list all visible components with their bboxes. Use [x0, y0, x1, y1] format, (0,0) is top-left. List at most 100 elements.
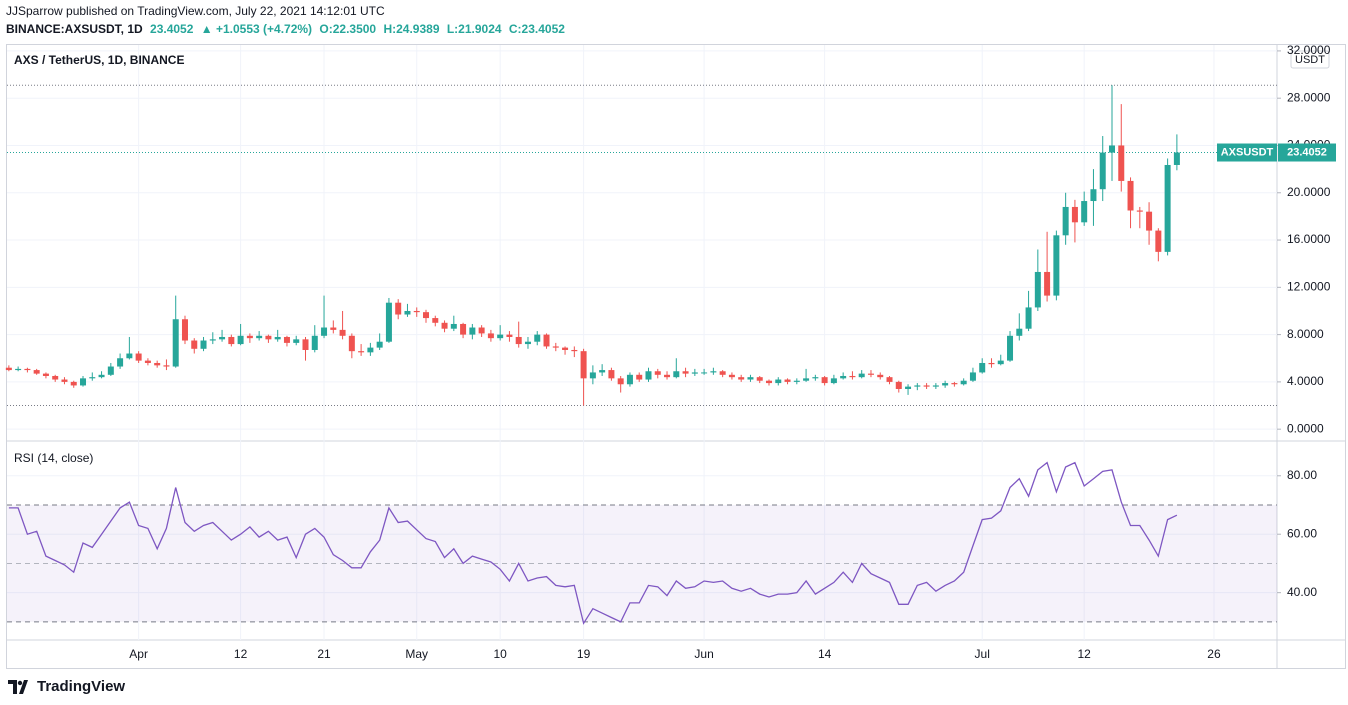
y-tick-label: 12.0000	[1287, 280, 1331, 294]
y-tick-label: 0.0000	[1287, 421, 1324, 435]
candle-body	[1127, 180, 1134, 211]
y-tick-label: 40.00	[1287, 585, 1317, 599]
y-tick-label: 60.00	[1287, 526, 1317, 540]
symbol: BINANCE:AXSUSDT, 1D	[6, 22, 143, 36]
candle-body	[219, 336, 226, 340]
candle-body	[89, 377, 96, 379]
frame	[6, 44, 1346, 669]
y-tick-label: 28.0000	[1287, 90, 1331, 104]
marks	[5, 85, 1180, 625]
rsi-title: RSI (14, close)	[14, 451, 93, 465]
x-tick-label: May	[405, 647, 428, 661]
ohlc: C:23.4052	[508, 22, 565, 36]
candle-body	[914, 385, 921, 387]
candle-body	[877, 374, 884, 378]
candle-body	[1108, 145, 1115, 153]
symbol-line: BINANCE:AXSUSDT, 1D 23.4052 ▲ +1.0553 (+…	[6, 22, 569, 36]
candle-body	[1007, 335, 1014, 361]
candle-body	[1090, 189, 1097, 202]
y-tick-label: 32.0000	[1287, 43, 1331, 57]
candle-body	[497, 334, 504, 339]
candle-body	[701, 372, 708, 374]
candle-body	[830, 378, 837, 384]
candle-body	[367, 347, 374, 353]
candle-body	[311, 335, 318, 350]
candle-body	[784, 379, 791, 382]
price-tag	[1278, 143, 1336, 162]
candle-body	[932, 385, 939, 387]
candle-body	[664, 374, 671, 378]
candle-body	[469, 327, 476, 335]
brand-logo	[8, 679, 28, 694]
candle-body	[858, 373, 865, 378]
candle-body	[441, 322, 448, 329]
candle-body	[812, 377, 819, 379]
pane-title: AXS / TetherUS, 1D, BINANCE	[14, 53, 184, 67]
candle-body	[599, 370, 606, 373]
candle-body	[117, 358, 124, 367]
candle-body	[867, 373, 874, 375]
candle-body	[673, 371, 680, 378]
candle-body	[636, 374, 643, 380]
candle-body	[42, 373, 49, 376]
candle-body	[154, 362, 161, 366]
candle-body	[126, 353, 133, 359]
candle-body	[172, 319, 179, 367]
candle-body	[942, 383, 949, 386]
candle-body	[228, 336, 235, 345]
candle-body	[135, 353, 142, 361]
candle-body	[33, 370, 40, 374]
candle-body	[330, 327, 337, 330]
candle-body	[321, 327, 328, 336]
brand: TradingView	[8, 678, 125, 695]
candle-body	[960, 380, 967, 385]
candle-body	[52, 375, 59, 380]
candle-body	[988, 362, 995, 365]
candle-body	[1136, 210, 1143, 212]
candle-body	[144, 360, 151, 363]
candle-body	[617, 378, 624, 385]
candle-body	[478, 327, 485, 334]
candle-body	[1099, 152, 1106, 190]
candle-body	[61, 379, 68, 382]
candle-body	[1155, 230, 1162, 252]
candle-body	[534, 334, 541, 342]
candle-body	[1146, 211, 1153, 231]
candle-body	[571, 349, 578, 352]
currency-box	[1290, 50, 1330, 69]
rsi-line	[8, 461, 1178, 625]
candle-body	[1025, 307, 1032, 329]
candle-body	[719, 371, 726, 375]
candle-body	[654, 371, 661, 375]
candle-body	[923, 385, 930, 387]
candle-body	[840, 375, 847, 379]
candle-body	[821, 377, 828, 384]
x-tick-label: Jul	[975, 647, 990, 661]
candle-body	[80, 378, 87, 386]
candle-body	[98, 374, 105, 378]
candle-body	[969, 372, 976, 381]
y-tick-label: 16.0000	[1287, 232, 1331, 246]
candle-body	[348, 335, 355, 352]
candle-body	[385, 302, 392, 342]
candle-body	[274, 336, 281, 340]
candle-body	[200, 340, 207, 349]
candle-body	[450, 323, 457, 329]
candle-body	[1118, 145, 1125, 181]
byline: JJSparrow published on TradingView.com, …	[6, 4, 385, 18]
candle-body	[163, 365, 170, 367]
x-tick-label: 14	[818, 647, 832, 661]
candle-body	[766, 380, 772, 384]
candle-body	[552, 346, 559, 348]
candle-body	[1044, 271, 1051, 296]
candle-body	[209, 339, 216, 341]
candle-body	[895, 381, 902, 389]
candle-body	[237, 335, 244, 345]
candle-body	[775, 379, 782, 384]
candle-body	[423, 312, 430, 319]
ohlc: H:24.9389	[383, 22, 440, 36]
symbol-tag-label: AXSUSDT	[1221, 146, 1274, 158]
candle-body	[1164, 164, 1171, 252]
candle-body	[376, 341, 383, 348]
